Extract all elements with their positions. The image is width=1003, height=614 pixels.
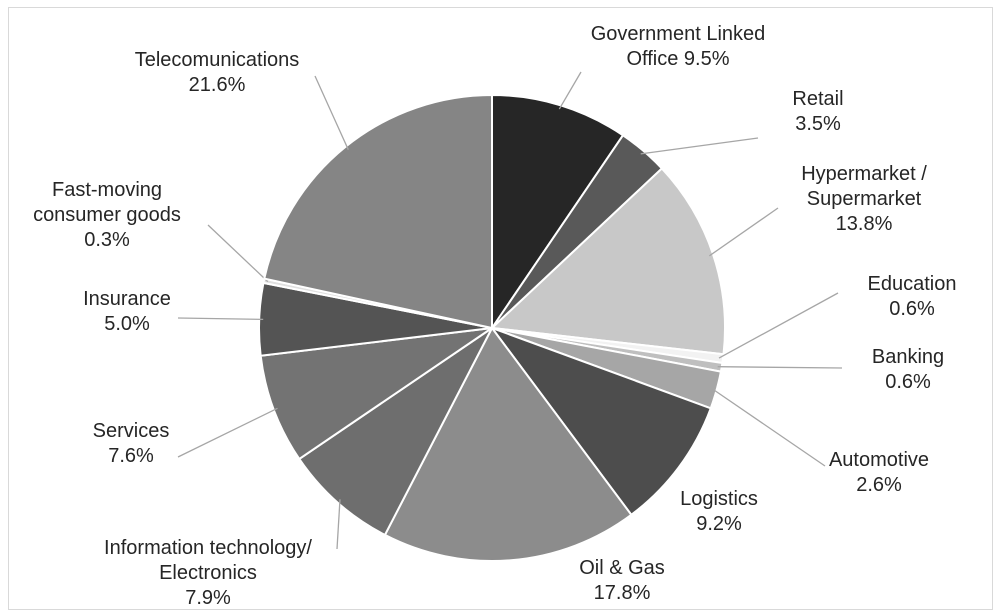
data-label-line: Oil & Gas (579, 557, 665, 579)
leader-line (712, 388, 826, 467)
pie-slice-oil-gas (383, 326, 633, 563)
leader-line (640, 137, 759, 155)
leader-line (177, 407, 278, 458)
leader-line (207, 224, 269, 283)
data-label-line: Information technology/ (104, 537, 312, 559)
data-label-line: 3.5% (795, 113, 841, 135)
data-label-line: consumer goods (33, 204, 181, 226)
data-label-line: 5.0% (104, 313, 150, 335)
data-label-line: Fast-moving (52, 179, 162, 201)
data-label: Oil & Gas 17.8% (579, 557, 665, 604)
data-label: Education 0.6% (868, 273, 957, 320)
data-label: Retail 3.5% (792, 88, 843, 135)
data-label-line: Supermarket (807, 188, 922, 210)
data-label-line: Services (93, 420, 170, 442)
data-label: Banking 0.6% (872, 346, 944, 393)
data-label-line: Retail (792, 88, 843, 110)
data-label: Government Linked Office 9.5% (591, 23, 766, 70)
data-label-line: Automotive (829, 449, 929, 471)
leader-line (177, 317, 264, 321)
leader-line (717, 366, 843, 369)
data-label-line: Office 9.5% (626, 48, 729, 70)
data-label-line: Insurance (83, 288, 171, 310)
data-label: Logistics 9.2% (680, 488, 758, 535)
pie-slice-government-linked-office (491, 93, 625, 332)
data-label: Insurance 5.0% (83, 288, 171, 335)
leader-line (336, 499, 341, 550)
data-label: Telecomunications 21.6% (135, 49, 300, 96)
leader-line (708, 207, 779, 257)
pie-slice-hypermarket-supermarket (489, 167, 726, 356)
pie-slice-information-technology-electronics (297, 327, 493, 537)
data-label: Hypermarket / Supermarket 13.8% (801, 163, 927, 235)
data-label-line: Logistics (680, 488, 758, 510)
leader-line (314, 75, 349, 150)
data-label-line: 2.6% (856, 474, 902, 496)
data-label-line: 17.8% (594, 582, 651, 604)
data-label-line: 13.8% (836, 213, 893, 235)
data-label-line: 0.6% (885, 371, 931, 393)
leader-line (718, 292, 839, 359)
data-label-line: 0.6% (889, 298, 935, 320)
data-label-line: Banking (872, 346, 944, 368)
data-label-line: Government Linked (591, 23, 766, 45)
leader-line (558, 71, 582, 110)
data-label-line: 21.6% (189, 74, 246, 96)
data-label-line: 7.9% (185, 587, 231, 609)
data-label: Fast-moving consumer goods 0.3% (33, 179, 181, 251)
data-label: Automotive 2.6% (829, 449, 929, 496)
data-label-line: Hypermarket / (801, 163, 927, 185)
data-label-line: 9.2% (696, 513, 742, 535)
data-label-line: Telecomunications (135, 49, 300, 71)
data-label-line: 7.6% (108, 445, 154, 467)
pie-slice-logistics (489, 325, 713, 517)
data-label-line: Electronics (159, 562, 257, 584)
pie-slice-telecomunications (263, 93, 493, 330)
data-label-line: Education (868, 273, 957, 295)
data-label-line: 0.3% (84, 229, 130, 251)
data-label: Services 7.6% (93, 420, 170, 467)
data-label: Information technology/Electronics 7.9% (104, 537, 312, 609)
